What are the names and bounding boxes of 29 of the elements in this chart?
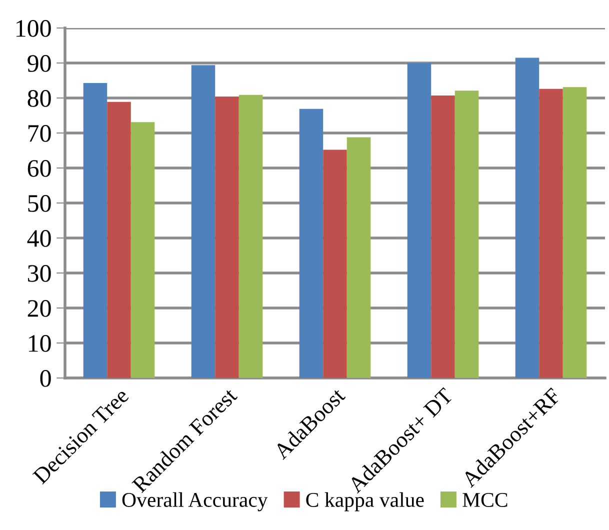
y-tick-label: 60	[28, 160, 51, 177]
bar	[299, 108, 324, 378]
y-tick-label: 20	[28, 300, 51, 317]
y-tick-label: 100	[16, 20, 51, 37]
bar	[346, 137, 371, 378]
bar	[191, 65, 216, 378]
bar	[454, 90, 479, 378]
y-tick-label: 70	[28, 125, 51, 142]
bar	[130, 122, 155, 378]
y-tick-label: 80	[28, 90, 51, 107]
bar	[431, 96, 455, 378]
bar	[562, 87, 587, 378]
bar	[238, 94, 263, 378]
bar	[539, 88, 563, 378]
bar	[83, 82, 108, 378]
y-tick-label: 0	[40, 370, 51, 387]
bar	[215, 96, 239, 378]
bar	[407, 63, 432, 378]
legend-label: C kappa value	[306, 492, 424, 512]
bar	[515, 58, 540, 378]
y-tick-label: 50	[28, 195, 51, 212]
bar	[107, 102, 131, 378]
bar	[323, 150, 347, 378]
y-tick-label: 30	[28, 265, 51, 282]
y-tick-label: 90	[28, 55, 51, 72]
legend-label: Overall Accuracy	[122, 492, 268, 512]
y-tick-label: 40	[27, 230, 51, 247]
legend-label: MCC	[462, 492, 508, 507]
y-tick-label: 10	[29, 335, 51, 352]
